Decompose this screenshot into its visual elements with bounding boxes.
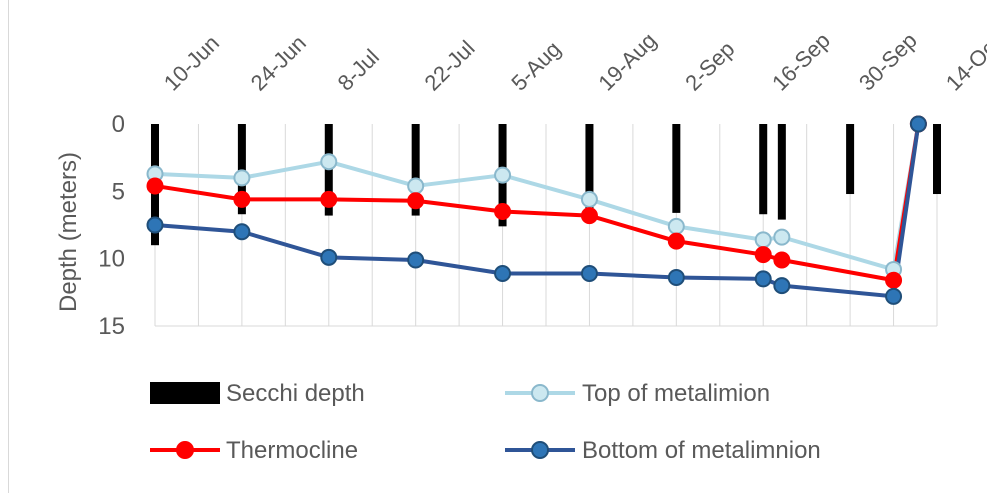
series-1-point-8 (773, 228, 791, 246)
series-3-point-0 (146, 216, 164, 234)
series-2-point-0 (146, 177, 164, 195)
legend-label-top: Top of metalimion (582, 380, 770, 407)
series-2-point-9 (885, 271, 903, 289)
series-3-point-8 (773, 277, 791, 295)
legend-marker-thermocline (176, 441, 194, 459)
legend-swatch-secchi (150, 382, 220, 404)
series-3-point-10 (909, 115, 927, 133)
series-line-2 (154, 123, 921, 283)
series-1-point-5 (580, 190, 598, 208)
legend-item-top: Top of metalimion (505, 380, 770, 407)
series-3-point-4 (494, 264, 512, 282)
series-2-point-1 (233, 190, 251, 208)
series-2-point-5 (580, 207, 598, 225)
x-tick-label-9: 14-Oct (941, 31, 987, 95)
x-tick-label-2: 8-Jul (333, 44, 384, 95)
series-2-point-6 (667, 232, 685, 250)
y-tick-label-2: 10 (98, 246, 125, 273)
y-tick-label-1: 5 (112, 178, 125, 205)
legend-label-thermocline: Thermocline (226, 437, 358, 464)
series-line-3 (154, 123, 921, 299)
series-2-point-3 (407, 192, 425, 210)
series-3-point-3 (407, 251, 425, 269)
y-axis-title: Depth (meters) (55, 152, 82, 312)
series-3-point-6 (667, 269, 685, 287)
secchi-bar-9 (846, 124, 855, 195)
secchi-bar-5 (585, 124, 594, 216)
secchi-bar-6 (672, 124, 681, 213)
gridlines (154, 124, 938, 327)
x-tick-label-3: 22-Jul (420, 35, 480, 95)
secchi-bar-10 (933, 124, 941, 195)
legend-marker-top (531, 384, 549, 402)
legend-item-thermocline: Thermocline (150, 437, 358, 464)
series-1-point-6 (667, 217, 685, 235)
series-2-point-2 (320, 190, 338, 208)
series-3-point-9 (885, 287, 903, 305)
series-2-point-4 (494, 203, 512, 221)
x-tick-label-8: 30-Sep (854, 28, 922, 96)
x-tick-label-0: 10-Jun (159, 30, 224, 95)
series-lines (154, 123, 921, 299)
series-markers (146, 115, 927, 305)
secchi-bar-3 (411, 124, 420, 216)
series-3-point-2 (320, 248, 338, 266)
series-line-1 (154, 123, 921, 272)
y-tick-label-0: 0 (112, 111, 125, 138)
legend-item-secchi: Secchi depth (150, 380, 365, 407)
series-2-point-8 (773, 251, 791, 269)
y-tick-label-3: 15 (98, 313, 125, 340)
x-tick-label-4: 5-Aug (506, 36, 565, 95)
series-1-point-1 (233, 169, 251, 187)
x-tick-label-6: 2-Sep (680, 36, 739, 95)
secchi-bar-8 (777, 124, 786, 220)
secchi-bar-1 (237, 124, 246, 215)
series-1-point-4 (494, 166, 512, 184)
series-3-point-5 (580, 264, 598, 282)
chart-frame (8, 0, 987, 493)
legend-label-secchi: Secchi depth (226, 380, 365, 407)
legend: Secchi depth Top of metalimion Thermocli… (150, 380, 821, 464)
series-2-point-7 (754, 246, 772, 264)
x-tick-label-5: 19-Aug (593, 28, 661, 96)
series-3-point-1 (233, 223, 251, 241)
series-1-point-3 (407, 177, 425, 195)
legend-label-bottom: Bottom of metalimnion (582, 437, 821, 464)
series-1-point-7 (754, 231, 772, 249)
x-axis-ticks: 10-Jun 24-Jun 8-Jul 22-Jul 5-Aug 19-Aug 2-Sep 1… (159, 28, 987, 96)
legend-marker-bottom (531, 441, 549, 459)
x-tick-label-7: 16-Sep (767, 28, 835, 96)
y-axis-ticks: 0 5 10 15 (98, 111, 125, 340)
series-3-point-7 (754, 270, 772, 288)
x-tick-label-1: 24-Jun (246, 30, 311, 95)
secchi-bar-7 (759, 124, 768, 215)
legend-item-bottom: Bottom of metalimnion (505, 437, 821, 464)
series-1-point-2 (320, 153, 338, 171)
